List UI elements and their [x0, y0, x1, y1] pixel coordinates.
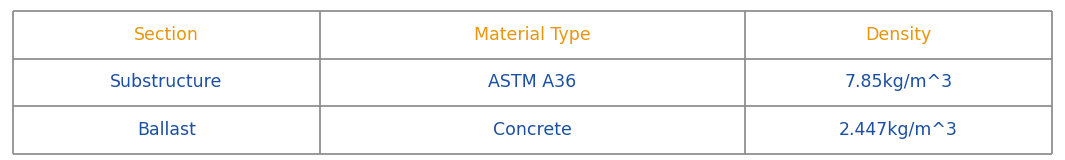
Text: 2.447kg/m^3: 2.447kg/m^3 [839, 121, 957, 139]
Text: Material Type: Material Type [474, 26, 591, 44]
Text: 7.85kg/m^3: 7.85kg/m^3 [845, 73, 952, 91]
Text: Ballast: Ballast [137, 121, 196, 139]
Text: ASTM A36: ASTM A36 [489, 73, 576, 91]
Text: Substructure: Substructure [111, 73, 223, 91]
Text: Section: Section [134, 26, 199, 44]
Text: Concrete: Concrete [493, 121, 572, 139]
Text: Density: Density [865, 26, 932, 44]
